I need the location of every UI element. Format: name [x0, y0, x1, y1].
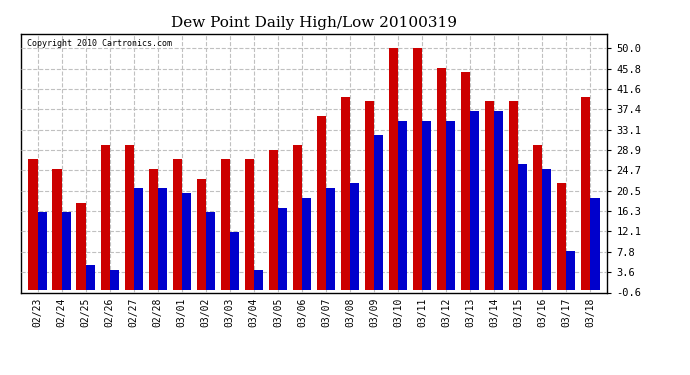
Bar — [172, 159, 181, 290]
Bar — [485, 101, 494, 290]
Bar — [221, 159, 230, 290]
Bar — [317, 116, 326, 290]
Bar — [278, 207, 287, 290]
Bar — [422, 121, 431, 290]
Bar — [413, 48, 422, 290]
Bar — [389, 48, 398, 290]
Bar — [494, 111, 504, 290]
Bar — [86, 266, 95, 290]
Bar — [245, 159, 254, 290]
Bar — [101, 145, 110, 290]
Bar — [254, 270, 263, 290]
Bar — [52, 169, 61, 290]
Bar — [230, 232, 239, 290]
Bar — [518, 164, 527, 290]
Bar — [293, 145, 302, 290]
Bar — [269, 150, 278, 290]
Bar — [533, 145, 542, 290]
Bar — [37, 212, 47, 290]
Bar — [542, 169, 551, 290]
Bar — [365, 101, 374, 290]
Bar — [302, 198, 311, 290]
Bar — [110, 270, 119, 290]
Bar — [28, 159, 37, 290]
Bar — [341, 96, 350, 290]
Bar — [437, 68, 446, 290]
Bar — [206, 212, 215, 290]
Bar — [134, 188, 143, 290]
Bar — [461, 72, 470, 290]
Bar — [581, 96, 591, 290]
Bar — [558, 183, 566, 290]
Bar — [181, 193, 191, 290]
Title: Dew Point Daily High/Low 20100319: Dew Point Daily High/Low 20100319 — [171, 16, 457, 30]
Bar — [566, 251, 575, 290]
Bar — [374, 135, 383, 290]
Bar — [148, 169, 158, 290]
Bar — [61, 212, 70, 290]
Bar — [591, 198, 600, 290]
Bar — [470, 111, 480, 290]
Bar — [77, 203, 86, 290]
Bar — [350, 183, 359, 290]
Bar — [398, 121, 407, 290]
Bar — [326, 188, 335, 290]
Bar — [509, 101, 518, 290]
Bar — [197, 178, 206, 290]
Text: Copyright 2010 Cartronics.com: Copyright 2010 Cartronics.com — [26, 39, 172, 48]
Bar — [446, 121, 455, 290]
Bar — [158, 188, 167, 290]
Bar — [124, 145, 134, 290]
